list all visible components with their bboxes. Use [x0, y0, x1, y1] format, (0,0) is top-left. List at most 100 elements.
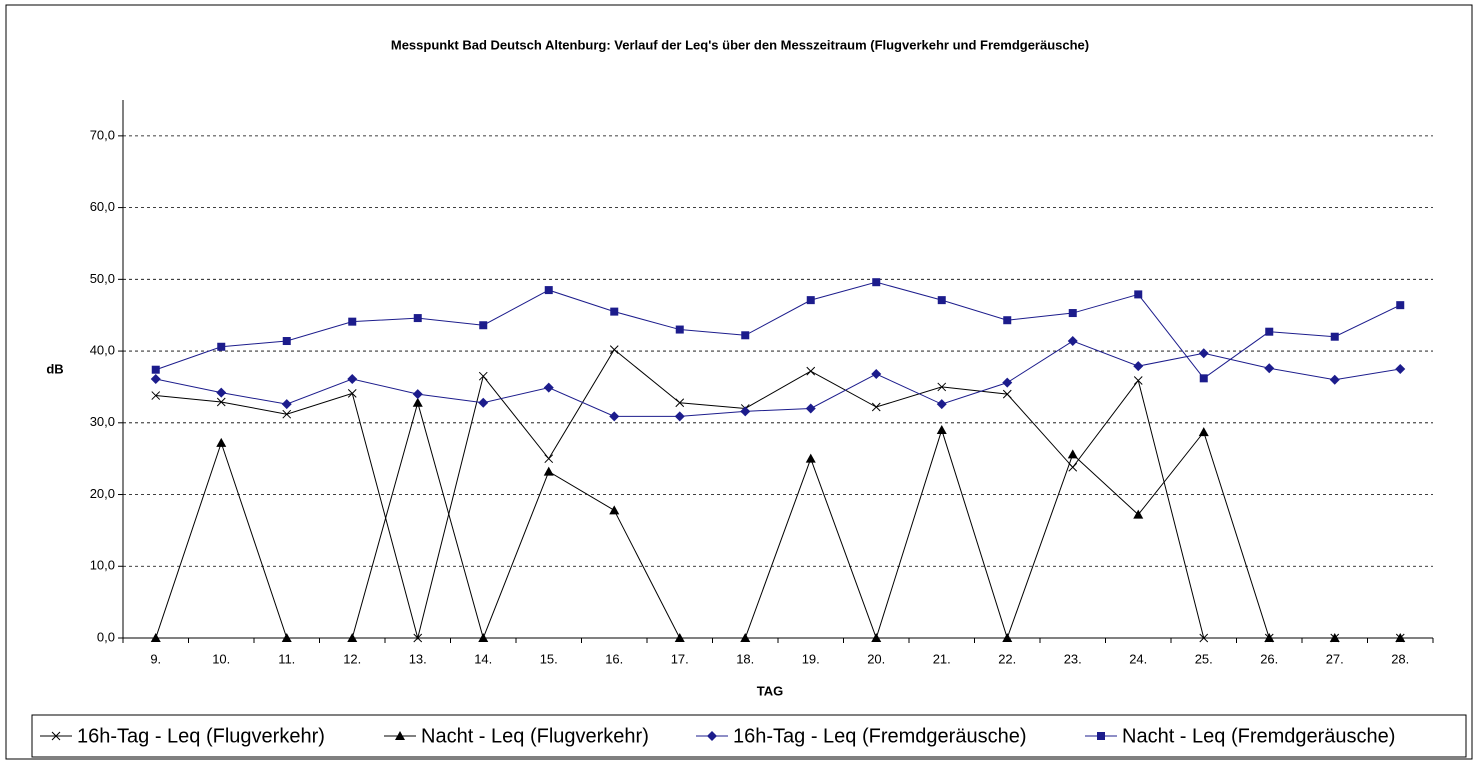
legend-label: 16h-Tag - Leq (Fremdgeräusche) [733, 725, 1026, 747]
data-point [805, 453, 816, 463]
data-point [1133, 376, 1143, 385]
data-point [741, 331, 750, 340]
x-tick-label: 25. [1195, 651, 1213, 666]
data-point [936, 424, 947, 434]
y-tick-label: 20,0 [90, 486, 115, 501]
legend-label: Nacht - Leq (Flugverkehr) [421, 725, 649, 747]
series-line [155, 281, 1401, 380]
data-point [150, 374, 161, 385]
data-point [282, 337, 291, 346]
series-line [155, 348, 1401, 640]
data-point [151, 391, 161, 400]
data-point [217, 342, 226, 351]
data-point [412, 389, 423, 400]
data-point [478, 633, 489, 642]
data-point [216, 437, 227, 447]
x-tick-label: 12. [343, 651, 361, 666]
data-point [347, 389, 357, 398]
x-tick-label: 21. [933, 651, 951, 666]
data-point [872, 278, 881, 287]
data-point [216, 387, 227, 398]
y-tick-label: 50,0 [90, 271, 115, 286]
legend-box [31, 714, 1467, 758]
data-point [347, 374, 358, 385]
data-point [1068, 462, 1078, 472]
data-point [806, 366, 816, 376]
chart-title: Messpunkt Bad Deutsch Altenburg: Verlauf… [391, 37, 1089, 52]
data-point [281, 399, 292, 410]
data-point [1002, 633, 1013, 642]
x-tick-label: 14. [474, 651, 492, 666]
data-point [937, 382, 947, 392]
data-point [1199, 374, 1208, 383]
data-point [478, 371, 488, 381]
x-tick-label: 9. [150, 651, 161, 666]
data-point [1199, 633, 1209, 643]
x-axis-label: TAG [757, 683, 783, 698]
data-point [1067, 449, 1078, 459]
data-point [1003, 316, 1012, 325]
data-point [609, 345, 619, 354]
x-tick-label: 20. [867, 651, 885, 666]
x-tick-label: 26. [1260, 651, 1278, 666]
data-point [479, 321, 488, 330]
data-point [1395, 364, 1406, 374]
data-point [675, 325, 684, 334]
x-tick-label: 23. [1064, 651, 1082, 666]
data-point [936, 399, 947, 410]
legend-marker [51, 731, 61, 741]
chart-frame [5, 4, 1473, 760]
y-tick-label: 0,0 [97, 629, 115, 644]
x-tick-label: 18. [736, 651, 754, 666]
data-point [478, 397, 489, 408]
data-point [1002, 389, 1012, 399]
data-point [413, 314, 422, 323]
data-point [151, 365, 160, 374]
data-point [1330, 332, 1339, 341]
data-point [740, 406, 751, 417]
data-point [610, 307, 619, 316]
y-tick-label: 40,0 [90, 343, 115, 358]
data-point [805, 403, 816, 414]
data-point [544, 286, 553, 295]
x-tick-label: 10. [212, 651, 230, 666]
data-point [1133, 509, 1144, 519]
data-point [1002, 377, 1013, 388]
x-tick-label: 27. [1326, 651, 1344, 666]
data-point [412, 397, 423, 407]
x-tick-label: 15. [540, 651, 558, 666]
data-point [871, 369, 882, 380]
data-point [937, 296, 946, 305]
data-point [1329, 374, 1340, 385]
y-axis-label: dB [46, 361, 63, 376]
data-point [1134, 290, 1143, 299]
data-point [1067, 336, 1078, 347]
data-point [282, 409, 292, 419]
data-point [347, 633, 358, 642]
legend-label: 16h-Tag - Leq (Flugverkehr) [77, 725, 325, 747]
x-tick-label: 13. [409, 651, 427, 666]
data-point [675, 398, 685, 408]
y-tick-label: 10,0 [90, 558, 115, 573]
x-tick-label: 19. [802, 651, 820, 666]
legend-marker [395, 731, 405, 740]
x-tick-label: 22. [998, 651, 1016, 666]
data-point [1395, 633, 1406, 642]
legend-marker [707, 731, 717, 741]
legend-label: Nacht - Leq (Fremdgeräusche) [1122, 725, 1395, 747]
data-point [1133, 361, 1144, 372]
data-point [543, 466, 554, 476]
data-point [543, 382, 554, 393]
data-point [1329, 633, 1340, 642]
y-tick-label: 60,0 [90, 199, 115, 214]
data-point [871, 633, 882, 642]
data-point [1198, 427, 1209, 437]
x-tick-label: 28. [1391, 651, 1409, 666]
y-tick-label: 30,0 [90, 414, 115, 429]
x-tick-label: 24. [1129, 651, 1147, 666]
y-tick-label: 70,0 [90, 127, 115, 142]
data-point [740, 633, 751, 642]
data-point [674, 411, 685, 422]
data-point [1265, 327, 1274, 336]
